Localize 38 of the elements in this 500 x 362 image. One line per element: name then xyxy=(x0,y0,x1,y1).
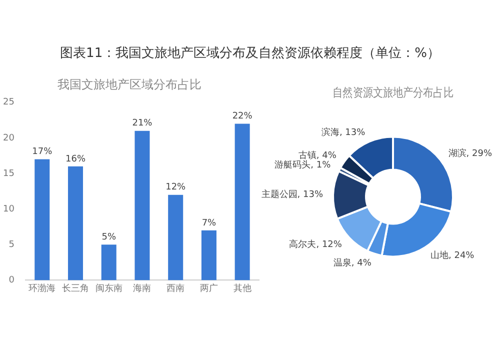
y-tick-label: 10 xyxy=(3,204,15,214)
slice-label: 古镇, 4% xyxy=(298,150,337,161)
x-tick-label: 环渤海 xyxy=(28,282,56,294)
text: 图表11：我国文旅地产区域分布及自然资源依赖程度（单位：%） xyxy=(59,45,441,62)
data-label: 17% xyxy=(32,147,53,158)
slice-label: 山地, 24% xyxy=(430,250,475,262)
chart-title: 我国文旅地产区域分布占比 xyxy=(58,77,202,92)
slice-label: 湖滨, 29% xyxy=(448,148,492,160)
x-tick-label: 长三角 xyxy=(62,282,89,294)
slice-label: 温泉, 4% xyxy=(333,258,372,269)
bar xyxy=(201,230,216,280)
x-tick-label: 其他 xyxy=(233,282,252,294)
bar xyxy=(168,194,184,280)
data-label: 5% xyxy=(102,232,116,242)
x-tick-label: 海南 xyxy=(133,282,152,294)
chart-title: 自然资源文旅地产分布占比 xyxy=(332,86,454,100)
slice-label: 滨海, 13% xyxy=(321,126,366,138)
bar xyxy=(101,244,116,280)
x-tick-label: 闽东南 xyxy=(95,282,122,294)
slice-label: 主题公园, 13% xyxy=(261,188,324,200)
y-tick-label: 20 xyxy=(3,133,15,144)
data-label: 7% xyxy=(202,218,217,228)
data-label: 21% xyxy=(132,118,153,129)
data-label: 12% xyxy=(166,182,186,193)
y-tick-label: 15 xyxy=(3,168,14,179)
bar xyxy=(68,166,84,280)
x-tick-label: 西南 xyxy=(166,282,185,294)
bar xyxy=(234,124,250,280)
y-tick-label: 25 xyxy=(3,98,14,108)
bar xyxy=(134,130,150,280)
slice-label: 高尔夫, 12% xyxy=(289,238,342,250)
data-label: 22% xyxy=(232,112,253,122)
data-label: 16% xyxy=(65,154,86,164)
y-tick-label: 0 xyxy=(8,276,15,286)
slice-label: 游艇码头, 1% xyxy=(274,159,332,170)
y-tick-label: 5 xyxy=(8,240,14,250)
x-tick-label: 两广 xyxy=(200,282,218,294)
bar xyxy=(34,159,50,280)
